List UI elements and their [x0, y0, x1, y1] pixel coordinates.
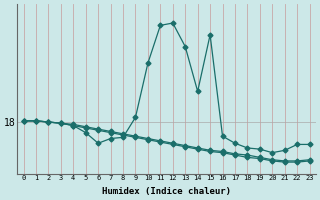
X-axis label: Humidex (Indice chaleur): Humidex (Indice chaleur): [102, 187, 231, 196]
